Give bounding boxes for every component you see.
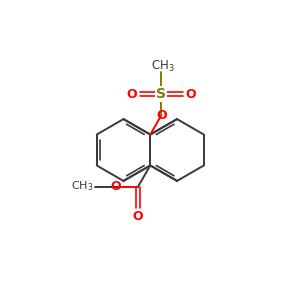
Text: O: O [110,180,121,193]
Text: O: O [185,88,196,101]
Text: O: O [132,210,143,223]
Text: CH$_3$: CH$_3$ [151,59,175,74]
Text: CH$_3$: CH$_3$ [71,180,94,194]
Text: O: O [156,109,166,122]
Text: S: S [156,87,166,101]
Text: O: O [127,88,137,101]
